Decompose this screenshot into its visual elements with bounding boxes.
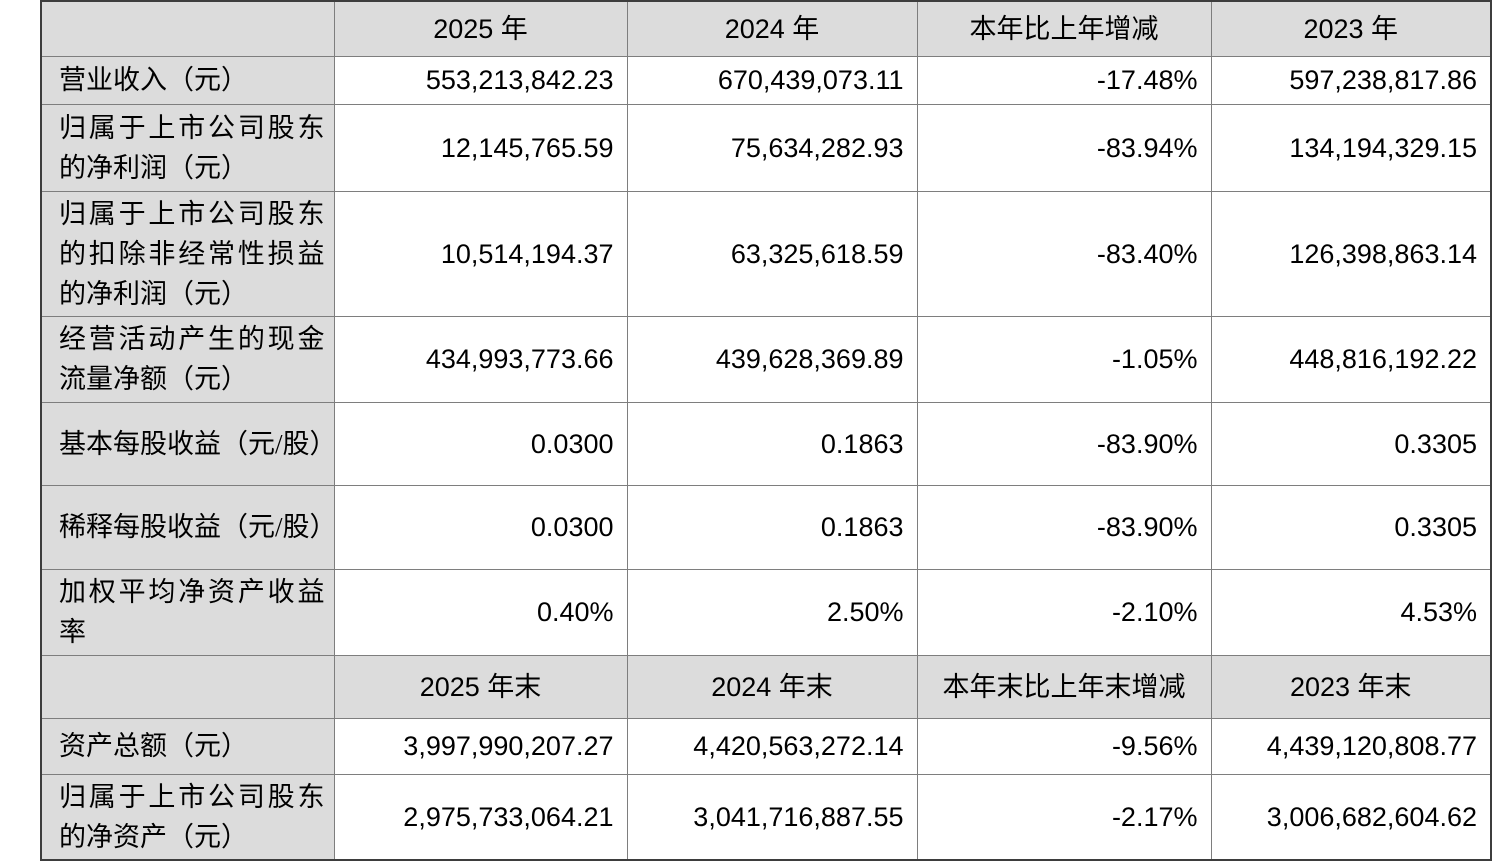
value-2025-cell: 10,514,194.37 [333, 190, 628, 317]
header-row-year-end: 2025 年末 2024 年末 本年末比上年末增减 2023 年末 [40, 654, 1492, 719]
change-cell: -2.10% [916, 568, 1212, 656]
value-2023-cell: 3,006,682,604.62 [1210, 773, 1492, 860]
value-2023-cell: 0.3305 [1210, 401, 1492, 486]
header-2024: 2024 年 [626, 0, 918, 57]
financial-summary: 2025 年 2024 年 本年比上年增减 2023 年 营业收入（元） 553… [40, 0, 1492, 861]
value-2025-cell: 0.0300 [333, 484, 628, 570]
change-cell: -17.48% [916, 55, 1212, 105]
row-label-cell: 基本每股收益（元/股） [40, 401, 335, 486]
value-2024-cell: 0.1863 [626, 484, 918, 570]
header-blank-cell [40, 0, 335, 57]
value-2024-cell: 3,041,716,887.55 [626, 773, 918, 860]
change-cell: -83.90% [916, 401, 1212, 486]
value-2025-cell: 3,997,990,207.27 [333, 717, 628, 775]
header-blank-cell [40, 654, 335, 719]
value-2023-cell: 0.3305 [1210, 484, 1492, 570]
value-2025-cell: 12,145,765.59 [333, 103, 628, 192]
value-2023-cell: 134,194,329.15 [1210, 103, 1492, 192]
header-2023: 2023 年 [1210, 0, 1492, 57]
row-label-cell: 营业收入（元） [40, 55, 335, 105]
value-2024-cell: 4,420,563,272.14 [626, 717, 918, 775]
change-cell: -2.17% [916, 773, 1212, 860]
header-year-end-change: 本年末比上年末增减 [916, 654, 1212, 719]
value-2025-cell: 0.0300 [333, 401, 628, 486]
header-row-annual: 2025 年 2024 年 本年比上年增减 2023 年 [40, 0, 1492, 57]
value-2023-cell: 597,238,817.86 [1210, 55, 1492, 105]
value-2023-cell: 448,816,192.22 [1210, 315, 1492, 403]
header-2024-end: 2024 年末 [626, 654, 918, 719]
value-2025-cell: 0.40% [333, 568, 628, 656]
change-cell: -9.56% [916, 717, 1212, 775]
header-yoy-change: 本年比上年增减 [916, 0, 1212, 57]
table-row-total-assets: 资产总额（元） 3,997,990,207.27 4,420,563,272.1… [40, 717, 1492, 775]
change-cell: -1.05% [916, 315, 1212, 403]
value-2024-cell: 63,325,618.59 [626, 190, 918, 317]
change-cell: -83.40% [916, 190, 1212, 317]
value-2023-cell: 4,439,120,808.77 [1210, 717, 1492, 775]
value-2023-cell: 126,398,863.14 [1210, 190, 1492, 317]
value-2025-cell: 553,213,842.23 [333, 55, 628, 105]
table-row-net-profit: 归属于上市公司股东的净利润（元） 12,145,765.59 75,634,28… [40, 103, 1492, 192]
value-2024-cell: 439,628,369.89 [626, 315, 918, 403]
row-label-cell: 归属于上市公司股东的扣除非经常性损益的净利润（元） [40, 190, 335, 317]
table-row-operating-cash-flow: 经营活动产生的现金流量净额（元） 434,993,773.66 439,628,… [40, 315, 1492, 403]
row-label-cell: 加权平均净资产收益率 [40, 568, 335, 656]
header-2025-end: 2025 年末 [333, 654, 628, 719]
row-label-cell: 归属于上市公司股东的净利润（元） [40, 103, 335, 192]
value-2024-cell: 2.50% [626, 568, 918, 656]
row-label-cell: 归属于上市公司股东的净资产（元） [40, 773, 335, 860]
value-2024-cell: 75,634,282.93 [626, 103, 918, 192]
table-row-weighted-avg-roe: 加权平均净资产收益率 0.40% 2.50% -2.10% 4.53% [40, 568, 1492, 656]
value-2025-cell: 434,993,773.66 [333, 315, 628, 403]
financial-summary-table: 2025 年 2024 年 本年比上年增减 2023 年 营业收入（元） 553… [40, 0, 1492, 861]
header-2023-end: 2023 年末 [1210, 654, 1492, 719]
table-row-revenue: 营业收入（元） 553,213,842.23 670,439,073.11 -1… [40, 55, 1492, 105]
table-row-net-assets: 归属于上市公司股东的净资产（元） 2,975,733,064.21 3,041,… [40, 773, 1492, 860]
row-label-cell: 稀释每股收益（元/股） [40, 484, 335, 570]
table-row-diluted-eps: 稀释每股收益（元/股） 0.0300 0.1863 -83.90% 0.3305 [40, 484, 1492, 570]
table-row-net-profit-excl-nonrecurring: 归属于上市公司股东的扣除非经常性损益的净利润（元） 10,514,194.37 … [40, 190, 1492, 317]
row-label-cell: 资产总额（元） [40, 717, 335, 775]
value-2024-cell: 670,439,073.11 [626, 55, 918, 105]
header-2025: 2025 年 [333, 0, 628, 57]
change-cell: -83.90% [916, 484, 1212, 570]
value-2023-cell: 4.53% [1210, 568, 1492, 656]
table-row-basic-eps: 基本每股收益（元/股） 0.0300 0.1863 -83.90% 0.3305 [40, 401, 1492, 486]
value-2024-cell: 0.1863 [626, 401, 918, 486]
row-label-cell: 经营活动产生的现金流量净额（元） [40, 315, 335, 403]
value-2025-cell: 2,975,733,064.21 [333, 773, 628, 860]
change-cell: -83.94% [916, 103, 1212, 192]
